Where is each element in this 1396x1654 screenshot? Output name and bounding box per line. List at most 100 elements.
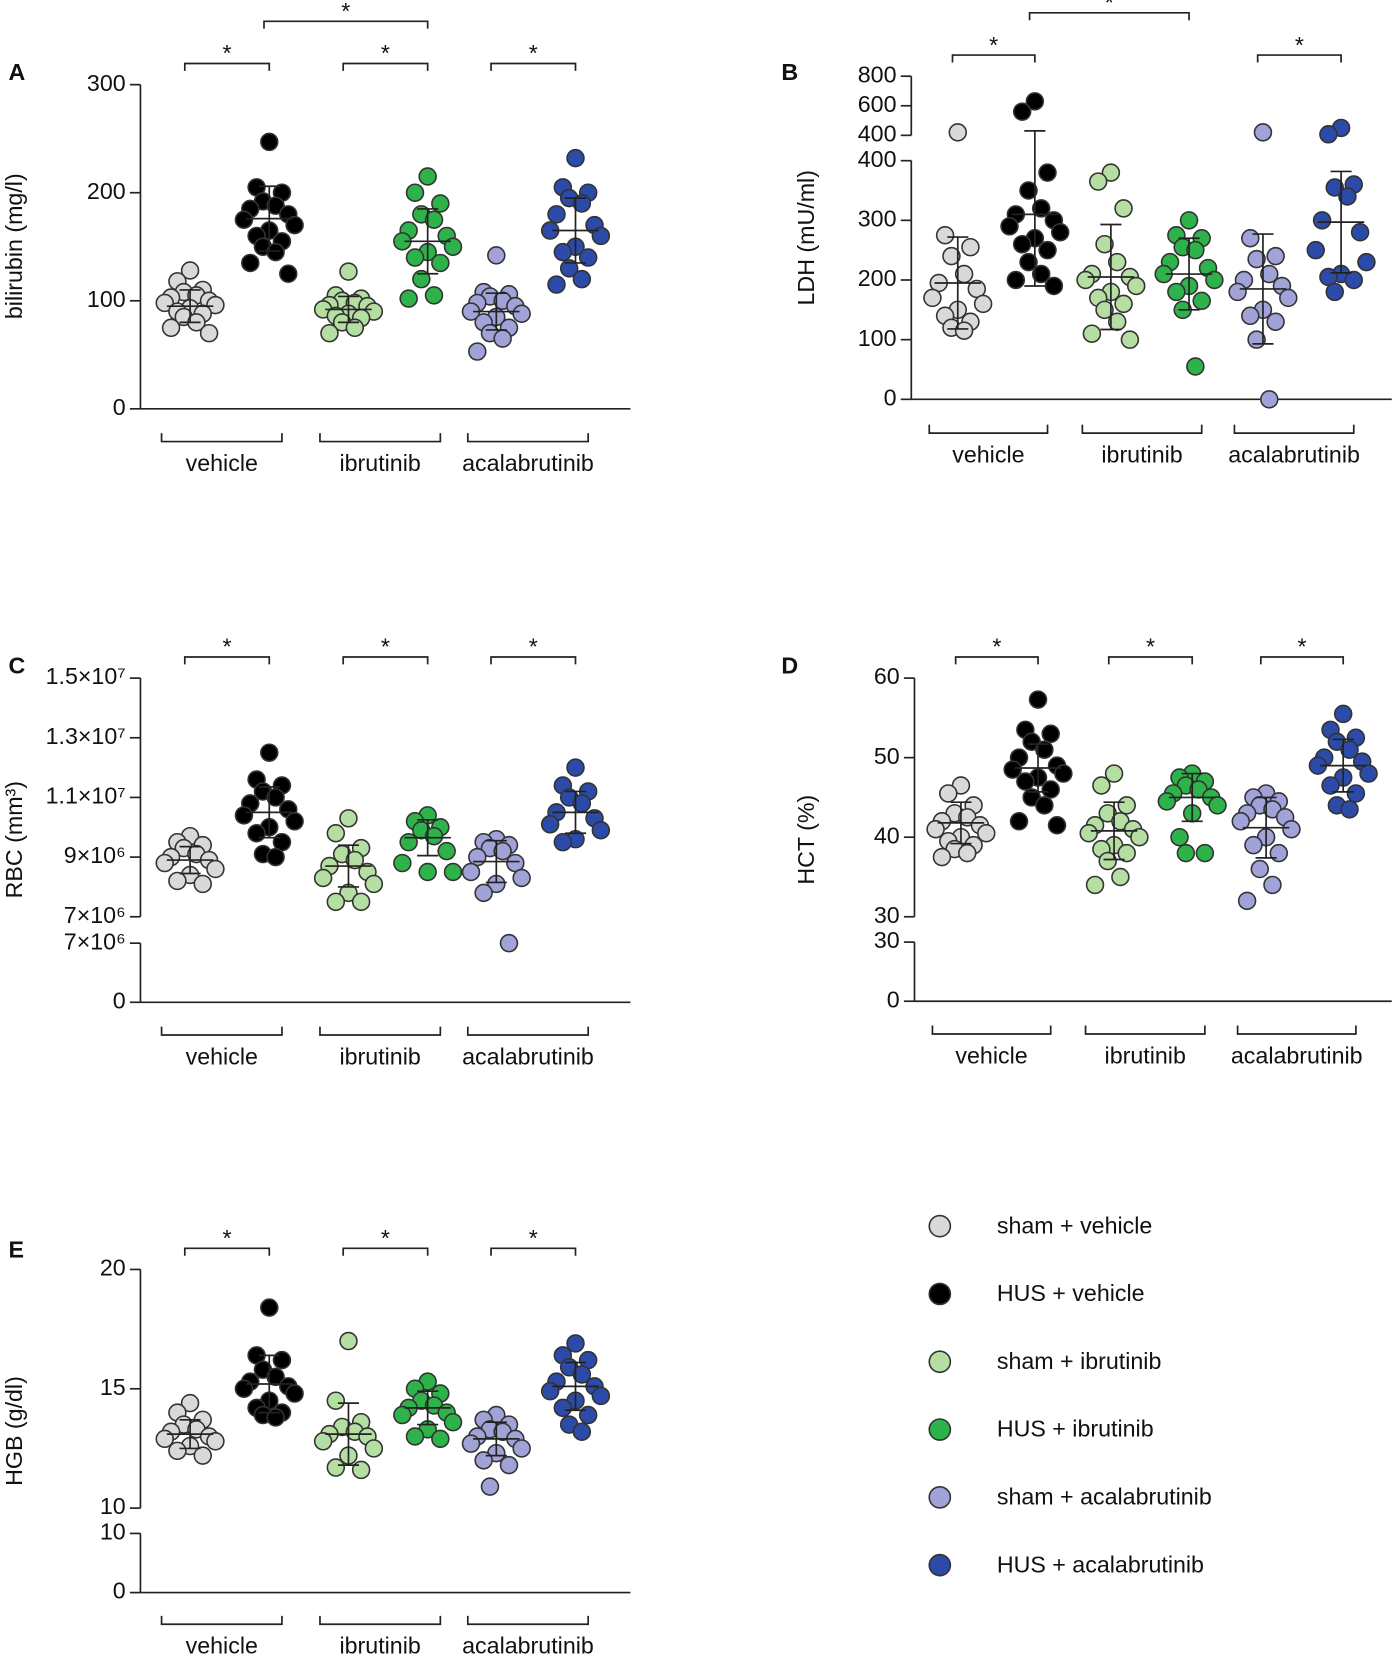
significance-label: * [381,1225,390,1251]
data-point [961,237,980,257]
data-point [1054,764,1073,783]
data-point [932,847,952,867]
data-point [193,874,212,894]
data-point [1038,240,1057,260]
data-point [351,892,371,912]
data-point [1028,690,1048,709]
data-point [266,847,285,867]
data-point [168,1441,187,1461]
data-point [424,210,444,229]
data-point [954,321,974,340]
y-tick-label: 60 [874,663,900,689]
legend-marker [928,1418,952,1441]
data-point [1035,740,1054,759]
data-point [418,167,437,186]
data-point [512,304,531,323]
data-point [1260,390,1279,409]
data-point [364,874,384,894]
y-tick-label: 20 [100,1255,126,1281]
data-point [1170,827,1189,847]
data-point [591,226,611,246]
y-tick-label: 10 [100,1493,126,1519]
data-point [461,1434,481,1453]
data-point [234,210,254,229]
data-point [977,823,996,843]
data-point [1260,264,1279,284]
data-point [1263,875,1282,895]
data-point [1340,800,1359,819]
significance-label: * [1295,32,1304,58]
significance-bracket [342,62,429,71]
data-point [1003,760,1022,779]
y-tick-label: 15 [100,1374,126,1400]
data-point [1306,240,1325,260]
data-point [1244,835,1263,855]
data-point [1237,891,1257,911]
legend-marker [928,1350,952,1374]
data-point [572,1365,592,1384]
data-point [1338,187,1357,206]
y-tick-label: 800 [858,61,897,87]
y-tick-label: 0 [884,384,897,410]
data-point [512,868,531,888]
y-tick-label: 40 [874,822,900,848]
panel-letter: A [8,59,25,85]
data-point [540,815,560,834]
data-point [487,246,506,265]
x-category-label: ibrutinib [1105,1042,1186,1068]
data-point [168,871,187,891]
data-point [1325,282,1344,302]
data-point [279,264,298,283]
data-point [1025,92,1045,111]
category-bracket [1233,424,1355,434]
significance-bracket [1107,656,1194,665]
data-point [572,269,592,289]
data-point [326,1458,346,1477]
legend-label: sham + ibrutinib [997,1348,1162,1374]
y-tick-label: 400 [858,120,897,146]
significance-bracket [954,656,1039,665]
data-point [1107,252,1127,272]
y-tick-label: 30 [874,902,900,928]
data-point [1117,843,1136,863]
x-category-label: acalabrutinib [1231,1042,1363,1068]
significance-bracket [490,1247,577,1256]
y-axis-label: LDH (mU/ml) [793,170,819,305]
significance-bracket [1256,54,1342,63]
significance-bracket [951,54,1036,63]
data-point [493,329,512,348]
data-point [468,342,487,361]
data-point [234,1379,254,1399]
data-point [566,758,585,777]
data-point [553,1398,573,1418]
category-bracket [319,1615,442,1626]
data-point [1130,827,1149,847]
data-point [241,253,260,273]
y-axis-label: RBC (mm³) [1,781,27,898]
data-point [1044,276,1064,296]
category-bracket [928,424,1049,434]
y-tick-label: 7×10⁶ [64,902,126,928]
data-point [1266,246,1285,266]
data-point [566,1334,585,1353]
data-point [939,784,958,803]
y-tick-label: 0 [887,986,900,1012]
data-point [405,183,425,202]
data-point [942,246,961,266]
data-point [1312,211,1332,230]
data-point [1167,282,1186,302]
data-point [499,1455,519,1475]
data-point [326,823,346,843]
category-bracket [319,433,442,443]
data-point [1038,163,1057,182]
data-point [1009,812,1029,831]
data-point [1114,199,1133,218]
y-tick-label: 50 [874,743,900,769]
data-point [313,868,333,888]
data-point [1186,357,1205,376]
legend-marker [928,1214,952,1238]
x-category-label: acalabrutinib [1228,441,1360,467]
data-point [339,1331,358,1351]
y-tick-label: 10 [100,1519,126,1545]
